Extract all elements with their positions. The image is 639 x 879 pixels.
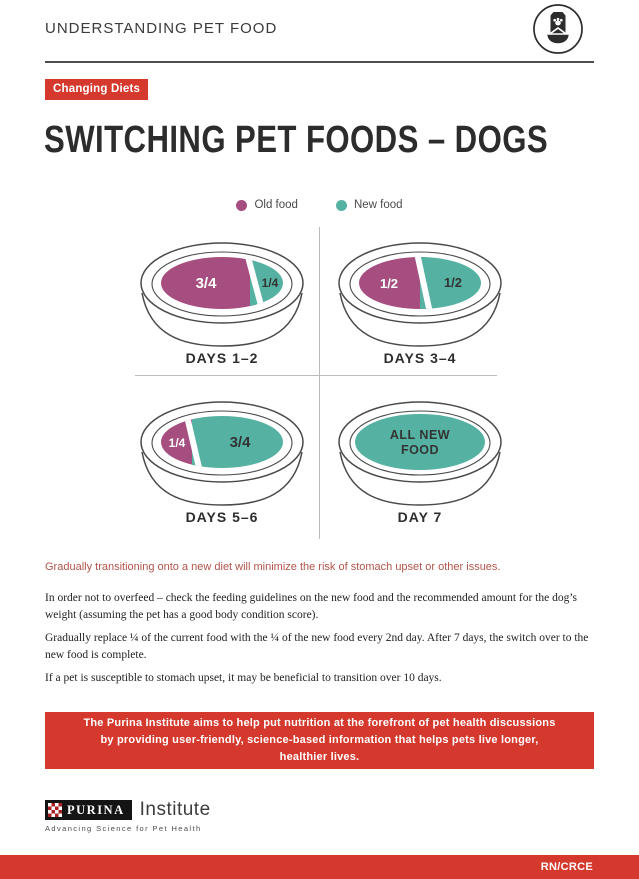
logo-tagline: Advancing Science for Pet Health [45, 824, 202, 833]
footer-bar: RN/CRCE [0, 855, 639, 879]
old-fraction-label: 1/4 [169, 436, 186, 450]
callout-box: The Purina Institute aims to help put nu… [45, 712, 594, 769]
new-fraction-label: 1/2 [444, 275, 462, 290]
bowl-label-day-7: DAY 7 [397, 509, 443, 525]
header-title: UNDERSTANDING PET FOOD [45, 20, 278, 37]
purina-institute-logo: PURINA Institute Advancing Science for P… [45, 800, 211, 833]
pet-food-bag-bowl-icon [533, 4, 583, 54]
legend-item-old-food: Old food [236, 199, 298, 211]
legend-label-old: Old food [254, 199, 298, 211]
purina-checkerboard-icon [48, 803, 62, 817]
body-paragraph: In order not to overfeed – check the fee… [45, 592, 578, 621]
grid-divider-vertical [319, 227, 320, 539]
old-fraction-label: 3/4 [196, 275, 218, 292]
purina-wordmark-box: PURINA [45, 800, 132, 820]
new-food-portion [355, 414, 485, 470]
body-paragraph: Gradually replace ¼ of the current food … [45, 632, 589, 661]
bowl-label-days-3-4: DAYS 3–4 [383, 350, 457, 366]
footer-code: RN/CRCE [540, 861, 593, 873]
bowl-label-days-1-2: DAYS 1–2 [185, 350, 259, 366]
old-food-dot-icon [236, 199, 248, 211]
old-fraction-label: 1/2 [380, 276, 398, 291]
header-divider [45, 61, 594, 63]
new-food-dot-icon [335, 199, 347, 211]
bowl-diagram-days-3-4: 1/2 1/2 [338, 242, 502, 347]
bowl-label-days-5-6: DAYS 5–6 [185, 509, 259, 525]
institute-wordmark: Institute [139, 799, 211, 820]
body-paragraph: If a pet is susceptible to stomach upset… [45, 672, 442, 684]
all-new-food-label-line1: ALL NEW [390, 428, 450, 442]
old-food-portion [161, 257, 256, 309]
legend-item-new-food: New food [335, 199, 403, 211]
legend-label-new: New food [353, 199, 403, 211]
body-text: In order not to overfeed – check the fee… [45, 590, 610, 694]
new-fraction-label: 1/4 [262, 276, 279, 290]
new-fraction-label: 3/4 [230, 434, 252, 451]
purina-wordmark: PURINA [67, 802, 125, 817]
lead-text: Gradually transitioning onto a new diet … [45, 561, 501, 573]
all-new-food-label-line2: FOOD [401, 443, 439, 457]
bowl-diagram-day-7: ALL NEW FOOD [338, 401, 502, 506]
category-badge: Changing Diets [45, 79, 149, 100]
grid-divider-horizontal [135, 375, 497, 376]
legend: Old food New food [0, 199, 639, 211]
bowl-diagram-days-1-2: 3/4 1/4 [140, 242, 304, 347]
bowl-diagram-days-5-6: 1/4 3/4 [140, 401, 304, 506]
page-title: SWITCHING PET FOODS – DOGS [44, 119, 549, 161]
callout-text: The Purina Institute aims to help put nu… [83, 717, 556, 763]
